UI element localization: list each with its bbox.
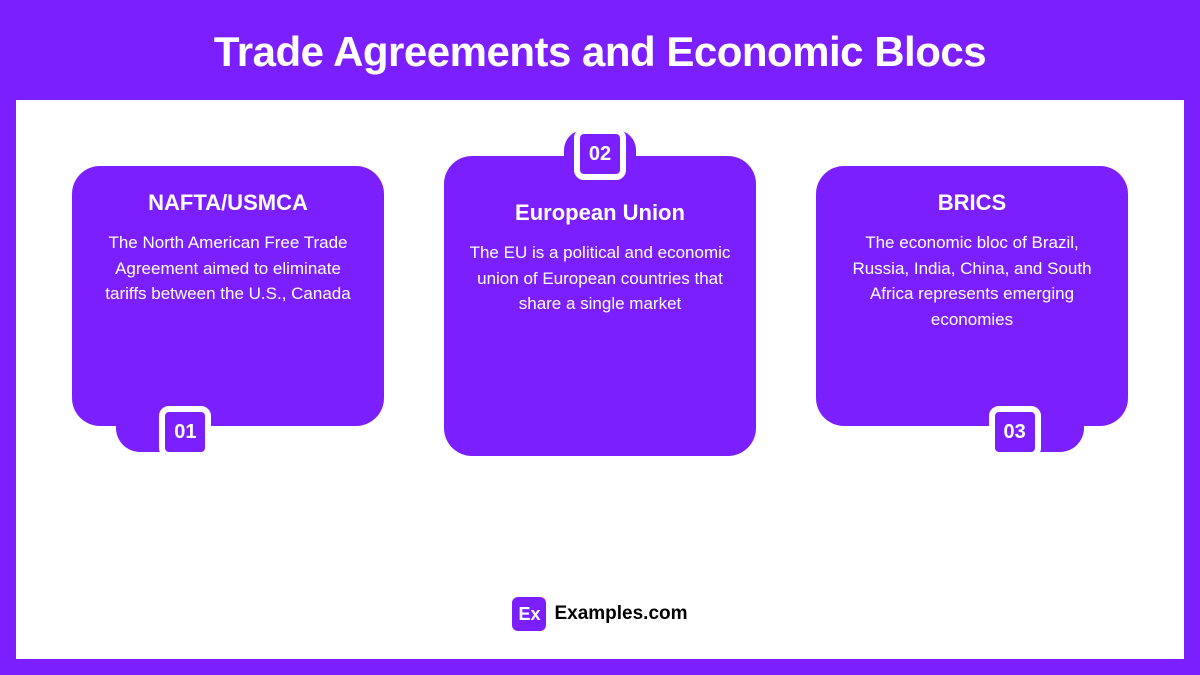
card-title: NAFTA/USMCA [94,190,362,216]
card-description: The economic bloc of Brazil, Russia, Ind… [838,230,1106,332]
card-body: European Union The EU is a political and… [444,156,756,456]
card-nafta: NAFTA/USMCA The North American Free Trad… [72,166,384,426]
footer-logo: Ex Examples.com [72,557,1128,639]
logo-icon: Ex [512,597,546,631]
number-badge: 01 [159,406,211,458]
page-title: Trade Agreements and Economic Blocs [40,28,1160,76]
cards-row: NAFTA/USMCA The North American Free Trad… [72,148,1128,557]
content-area: NAFTA/USMCA The North American Free Trad… [16,100,1184,659]
card-brics: BRICS The economic bloc of Brazil, Russi… [816,166,1128,426]
card-description: The EU is a political and economic union… [466,240,734,317]
number-badge: 03 [989,406,1041,458]
card-description: The North American Free Trade Agreement … [94,230,362,307]
header: Trade Agreements and Economic Blocs [0,0,1200,100]
number-badge: 02 [574,128,626,180]
card-eu: 02 European Union The EU is a political … [444,156,756,456]
card-title: BRICS [838,190,1106,216]
logo-text: Examples.com [554,603,687,625]
card-body: NAFTA/USMCA The North American Free Trad… [72,166,384,426]
card-title: European Union [466,200,734,226]
card-body: BRICS The economic bloc of Brazil, Russi… [816,166,1128,426]
